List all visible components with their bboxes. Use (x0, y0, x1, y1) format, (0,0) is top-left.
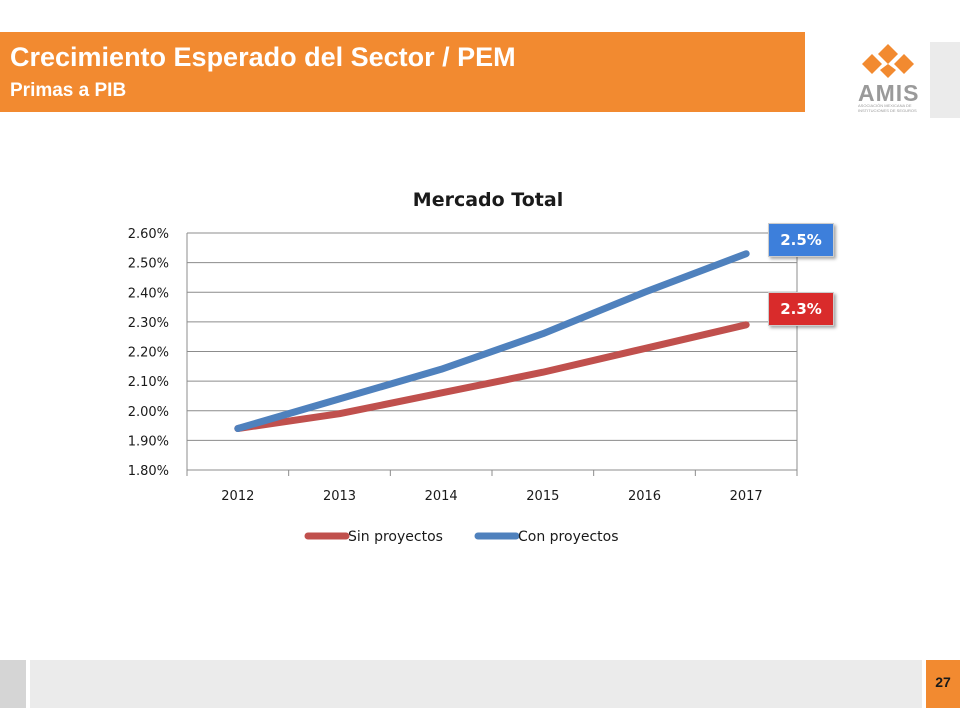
amis-logo-icon (862, 44, 914, 78)
y-tick-label: 2.40% (128, 286, 169, 301)
page-number-box (926, 660, 960, 708)
footer-bar (30, 660, 922, 708)
y-tick-label: 2.30% (128, 316, 169, 331)
x-tick-label: 2017 (730, 489, 763, 504)
series-line-sin-proyectos (234, 321, 750, 433)
series-line-con-proyectos (234, 250, 750, 433)
con-proyectos-callout: 2.5% (768, 223, 834, 257)
x-tick-label: 2014 (425, 489, 458, 504)
logo-tagline: ASOCIACIÓN MEXICANA DE INSTITUCIONES DE … (858, 103, 917, 113)
page-number: 27 (935, 674, 951, 690)
legend-label-con-proyectos: Con proyectos (518, 529, 619, 545)
y-tick-label: 2.20% (128, 346, 169, 361)
page-title: Crecimiento Esperado del Sector / PEM (10, 42, 516, 72)
y-tick-label: 1.90% (128, 434, 169, 449)
x-tick-label: 2016 (628, 489, 661, 504)
page-subtitle: Primas a PIB (10, 80, 127, 101)
x-tick-label: 2015 (526, 489, 559, 504)
sin-proyectos-callout: 2.3% (768, 292, 834, 326)
y-tick-label: 1.80% (128, 464, 169, 479)
footer-left-block (0, 660, 26, 708)
chart-title: Mercado Total (413, 189, 563, 211)
x-tick-label: 2013 (323, 489, 356, 504)
header-bar (0, 32, 805, 112)
y-tick-label: 2.60% (128, 227, 169, 242)
y-tick-label: 2.10% (128, 375, 169, 390)
legend-label-sin-proyectos: Sin proyectos (348, 529, 443, 545)
y-tick-label: 2.00% (128, 405, 169, 420)
right-decoration (930, 42, 960, 118)
logo-text: AMIS (858, 80, 920, 106)
x-tick-label: 2012 (221, 489, 254, 504)
y-tick-label: 2.50% (128, 257, 169, 272)
